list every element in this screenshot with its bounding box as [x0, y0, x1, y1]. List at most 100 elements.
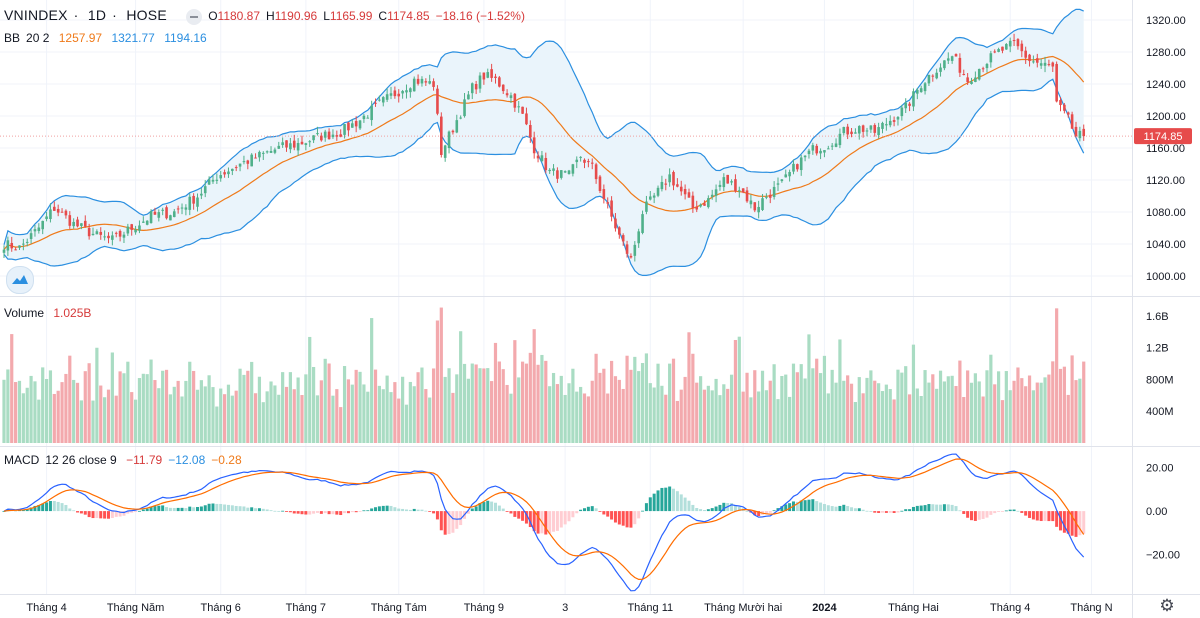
volume-bar	[617, 379, 621, 443]
candle-body	[432, 81, 435, 87]
macd-hist-bar	[594, 508, 598, 512]
collapse-legend-icon[interactable]	[186, 8, 203, 25]
macd-hist-bar	[219, 503, 223, 512]
candle-body	[99, 231, 103, 235]
candle-body	[1055, 63, 1058, 102]
candle-body	[896, 117, 900, 120]
candle-body	[1035, 58, 1039, 63]
volume-bar	[803, 378, 807, 443]
volume-bar	[900, 372, 904, 443]
candle-body	[463, 99, 466, 117]
candle-body	[196, 197, 199, 207]
candle-body	[420, 78, 424, 84]
candle-body	[215, 179, 219, 181]
volume-bar	[760, 370, 765, 443]
time-axis-label: Tháng 11	[627, 602, 673, 614]
bb-upper-value: 1321.77	[111, 31, 155, 45]
candle-body	[710, 194, 714, 197]
time-axis-label: Tháng N	[1070, 602, 1112, 614]
symbol-legend: VNINDEX · 1D · HOSE O1180.87 H1190.96 L1165.…	[4, 7, 525, 25]
macd-hist-bar	[799, 500, 803, 512]
macd-hist-bar	[1062, 511, 1066, 533]
candle-body	[780, 179, 784, 182]
volume-bar	[327, 363, 331, 443]
macd-hist-bar	[1020, 511, 1024, 513]
volume-bar	[935, 388, 939, 443]
macd-hist-bar	[381, 505, 385, 512]
macd-hist-bar	[72, 510, 76, 512]
interval-label[interactable]: 1D	[87, 7, 107, 23]
candle-body	[265, 151, 269, 153]
candle-body	[6, 240, 10, 251]
volume-bar	[168, 394, 173, 443]
volume-bar	[532, 329, 536, 443]
candle-body	[679, 186, 683, 192]
volume-bar	[791, 363, 796, 443]
candle-body	[335, 135, 339, 137]
macd-hist-bar	[199, 506, 203, 512]
candle-body	[180, 207, 184, 209]
macd-hist-bar	[95, 511, 99, 518]
macd-hist-bar	[567, 511, 571, 522]
volume-bar	[439, 307, 443, 443]
volume-legend[interactable]: Volume 1.025B	[4, 306, 97, 320]
volume-bar	[741, 391, 745, 443]
volume-bar	[284, 386, 289, 443]
volume-bar	[428, 397, 432, 443]
macd-hist-bar	[513, 511, 517, 517]
macd-hist-bar	[617, 511, 621, 525]
candle-body	[41, 220, 44, 230]
macd-hist-bar	[544, 511, 548, 535]
candle-body	[738, 190, 741, 192]
candle-body	[153, 211, 157, 215]
candle-body	[869, 125, 873, 130]
volume-bar	[958, 360, 962, 443]
candle-body	[830, 145, 834, 147]
candle-body	[656, 187, 660, 196]
volume-bar	[981, 396, 985, 443]
volume-bar	[292, 389, 296, 443]
candle-body	[509, 95, 513, 99]
tradingview-logo-icon[interactable]	[6, 266, 34, 294]
macd-hist-bar	[76, 511, 80, 513]
volume-bar	[296, 377, 300, 443]
volume-bar	[896, 369, 900, 443]
candle-body	[819, 150, 822, 154]
symbol-name[interactable]: VNINDEX	[4, 7, 68, 23]
macd-hist-bar	[1039, 511, 1043, 522]
candle-body	[304, 143, 308, 145]
macd-hist-bar	[923, 505, 927, 512]
macd-hist-bar	[118, 511, 122, 517]
macd-hist-bar	[145, 508, 149, 512]
volume-bar	[888, 389, 892, 443]
macd-hist-bar	[99, 511, 103, 519]
candle-body	[610, 200, 613, 217]
candle-body	[850, 131, 853, 135]
macd-hist-bar	[168, 507, 172, 512]
volume-bar	[753, 370, 757, 443]
volume-bar	[180, 396, 184, 443]
volume-bar	[288, 372, 292, 443]
volume-bar	[528, 352, 532, 443]
bb-legend[interactable]: BB 20 2 1257.97 1321.77 1194.16	[4, 31, 213, 45]
candle-body	[269, 151, 273, 153]
candle-body	[559, 170, 563, 178]
volume-bar	[219, 388, 223, 443]
macd-hist-bar	[33, 505, 37, 512]
volume-bar	[370, 318, 374, 443]
high-value: 1190.96	[274, 9, 318, 23]
macd-legend[interactable]: MACD 12 26 close 9 −11.79 −12.08 −0.28	[4, 453, 248, 467]
low-value: 1165.99	[329, 9, 373, 23]
volume-bar	[6, 369, 10, 443]
candle-body	[385, 94, 389, 100]
volume-bar	[234, 390, 238, 443]
candle-body	[993, 51, 997, 53]
macd-hist-bar	[234, 505, 238, 512]
macd-hist-bar	[853, 508, 857, 512]
candle-body	[567, 170, 571, 175]
macd-hist-bar	[877, 511, 881, 513]
gear-icon[interactable]: ⚙	[1159, 596, 1175, 615]
volume-bar	[207, 375, 211, 443]
macd-hist-bar	[343, 511, 347, 514]
